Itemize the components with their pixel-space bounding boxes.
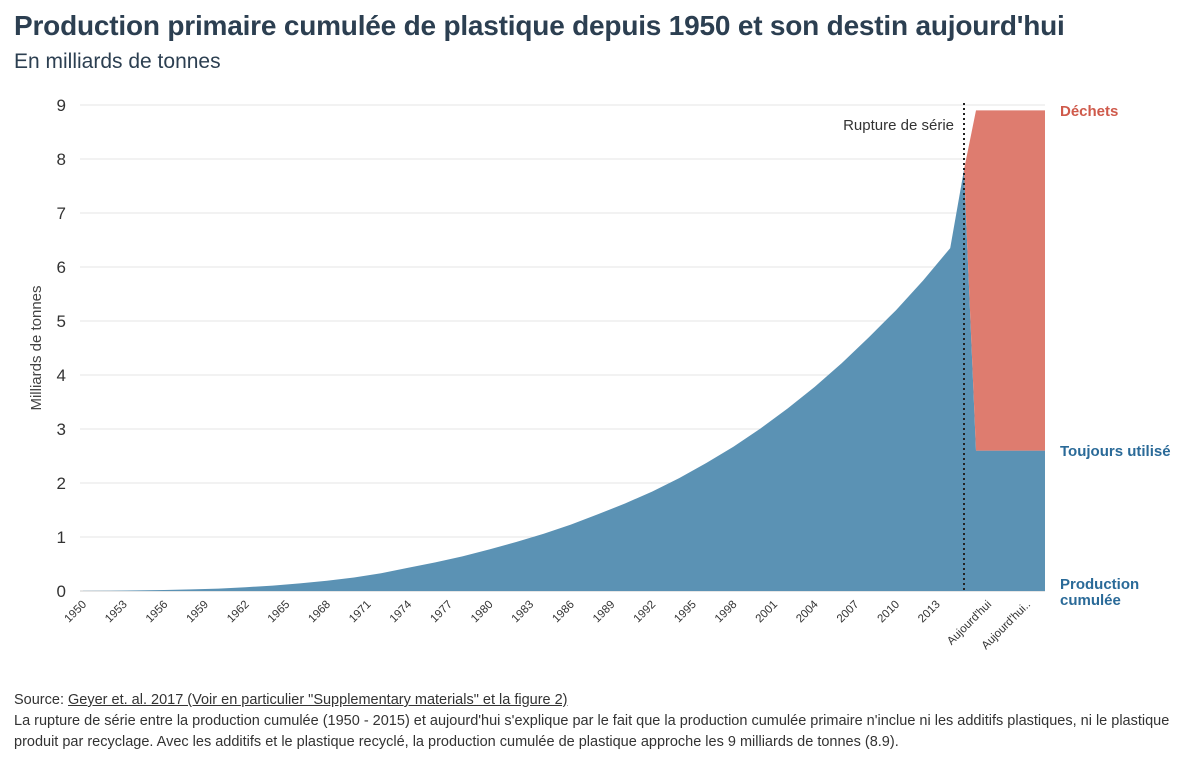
area-dechets bbox=[964, 110, 1045, 451]
x-tick-label: 1950 bbox=[63, 599, 90, 626]
source-line: Source: Geyer et. al. 2017 (Voir en part… bbox=[14, 690, 1194, 711]
footer-note: La rupture de série entre la production … bbox=[14, 713, 1170, 750]
area-production-cumulee bbox=[83, 169, 1045, 592]
areas bbox=[83, 110, 1045, 592]
source-prefix: Source: bbox=[14, 692, 68, 708]
source-link[interactable]: Geyer et. al. 2017 (Voir en particulier … bbox=[68, 692, 568, 708]
x-tick-label: 2004 bbox=[794, 598, 821, 625]
label-production-cumulee: Production cumulée bbox=[1060, 576, 1139, 609]
y-axis-label: Milliards de tonnes bbox=[28, 285, 45, 410]
y-tick-label: 7 bbox=[57, 204, 66, 223]
x-tick-label: 1974 bbox=[388, 598, 415, 625]
y-tick-label: 8 bbox=[57, 150, 66, 169]
x-tick-label: 1971 bbox=[347, 599, 374, 626]
x-tick-label: 1956 bbox=[144, 599, 171, 626]
x-tick-label: 1992 bbox=[632, 599, 659, 626]
x-tick-label: 1998 bbox=[713, 599, 740, 626]
label-toujours-utilise: Toujours utilisé bbox=[1060, 443, 1171, 460]
y-axis: 0 1 2 3 4 5 6 7 8 9 bbox=[57, 96, 66, 601]
x-axis: 1950 1953 1956 1959 1962 1965 1968 1971 1974 1977… bbox=[63, 598, 1034, 652]
x-tick-label: 1989 bbox=[591, 599, 618, 626]
chart-subtitle: En milliards de tonnes bbox=[14, 50, 221, 73]
x-tick-label: 1968 bbox=[306, 599, 333, 626]
x-tick-label: 1995 bbox=[672, 599, 699, 626]
x-tick-label: 1965 bbox=[266, 599, 293, 626]
x-tick-label: 2007 bbox=[835, 599, 862, 626]
chart-footer: Source: Geyer et. al. 2017 (Voir en part… bbox=[14, 690, 1194, 753]
y-tick-label: 1 bbox=[57, 528, 66, 547]
x-tick-label: 2013 bbox=[916, 599, 943, 626]
x-tick-label: 2010 bbox=[876, 599, 903, 626]
x-tick-label: 1977 bbox=[428, 599, 455, 626]
x-tick-label: 1983 bbox=[510, 599, 537, 626]
x-tick-label: 1959 bbox=[184, 599, 211, 626]
x-tick-label: 2001 bbox=[754, 599, 781, 626]
x-tick-label: 1980 bbox=[469, 599, 496, 626]
y-tick-label: 3 bbox=[57, 420, 66, 439]
label-dechets: Déchets bbox=[1060, 103, 1118, 120]
series-break-annotation: Rupture de série bbox=[843, 117, 954, 134]
y-tick-label: 4 bbox=[57, 366, 66, 385]
x-tick-label: 1962 bbox=[225, 599, 252, 626]
y-tick-label: 5 bbox=[57, 312, 66, 331]
x-tick-label: 1953 bbox=[103, 599, 130, 626]
y-tick-label: 0 bbox=[57, 582, 66, 601]
y-tick-label: 2 bbox=[57, 474, 66, 493]
x-tick-label: 1986 bbox=[550, 599, 577, 626]
chart-title: Production primaire cumulée de plastique… bbox=[14, 10, 1065, 41]
y-tick-label: 6 bbox=[57, 258, 66, 277]
y-tick-label: 9 bbox=[57, 96, 66, 115]
